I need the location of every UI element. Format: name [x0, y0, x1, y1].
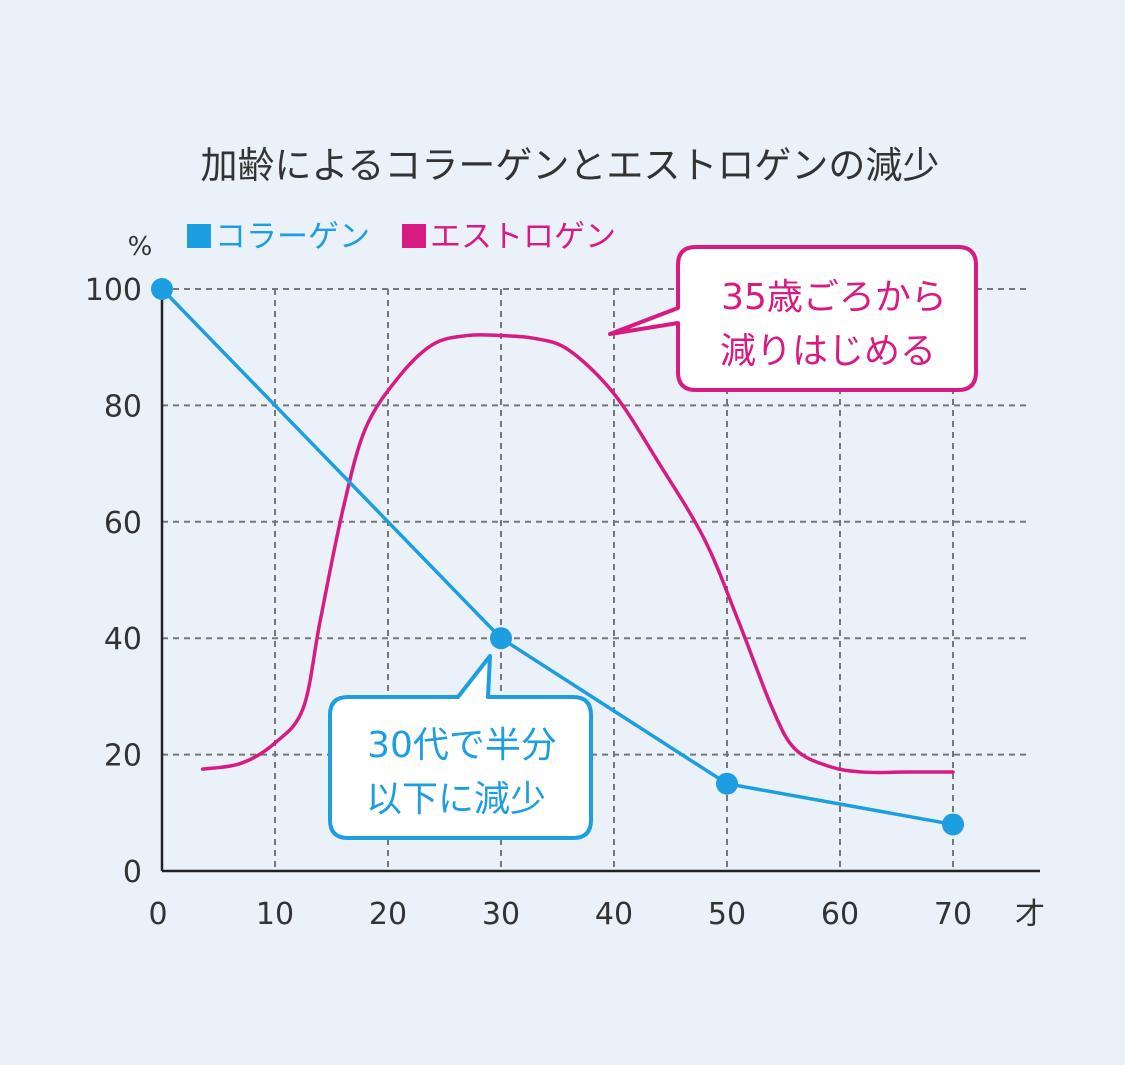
series-layer	[151, 278, 964, 836]
y-tick-label: 20	[104, 739, 142, 774]
series-line-estrogen	[200, 333, 955, 775]
legend-swatch-collagen	[187, 224, 211, 248]
callout-estrogen-bubble	[608, 245, 978, 392]
y-tick-label: 0	[123, 855, 142, 890]
legend: コラーゲン エストロゲン	[187, 219, 616, 255]
x-tick-label: 50	[708, 897, 746, 932]
y-tick-label: 40	[104, 622, 142, 657]
y-tick-label: 80	[104, 389, 142, 424]
x-tick-label: 0	[148, 897, 167, 932]
x-tick-label: 40	[595, 897, 633, 932]
callout-collagen-line1: 30代で半分	[367, 725, 557, 766]
y-axis-unit: %	[128, 232, 153, 262]
callout-estrogen-line2: 減りはじめる	[720, 331, 936, 372]
data-point-collagen	[942, 813, 964, 836]
callout-estrogen-line1: 35歳ごろから	[721, 277, 947, 318]
data-point-collagen	[151, 278, 173, 300]
callout-estrogen: 35歳ごろから 減りはじめる	[608, 245, 978, 392]
callout-collagen-bubble	[328, 654, 593, 840]
chart-title: 加齢によるコラーゲンとエストロゲンの減少	[201, 144, 940, 187]
legend-label-estrogen: エストロゲン	[430, 219, 616, 255]
data-point-collagen	[716, 772, 738, 795]
callout-collagen: 30代で半分 以下に減少	[328, 654, 593, 840]
series-line-collagen	[160, 287, 954, 827]
callout-collagen-line2: 以下に減少	[366, 779, 546, 820]
y-tick-label: 100	[85, 273, 142, 308]
y-tick-label: 60	[104, 506, 142, 541]
x-tick-label: 10	[256, 897, 294, 932]
tick-labels: 0 20 40 60 80 100 0 10 20 30 40 50 60 70	[85, 273, 972, 932]
legend-swatch-estrogen	[402, 224, 426, 248]
x-axis-unit: 才	[1015, 897, 1045, 932]
x-tick-label: 60	[821, 897, 859, 932]
x-tick-label: 30	[482, 897, 520, 932]
legend-label-collagen: コラーゲン	[215, 219, 370, 255]
axes	[160, 285, 1040, 873]
x-tick-label: 20	[369, 897, 407, 932]
x-tick-label: 70	[934, 897, 972, 932]
data-point-collagen	[490, 627, 512, 650]
